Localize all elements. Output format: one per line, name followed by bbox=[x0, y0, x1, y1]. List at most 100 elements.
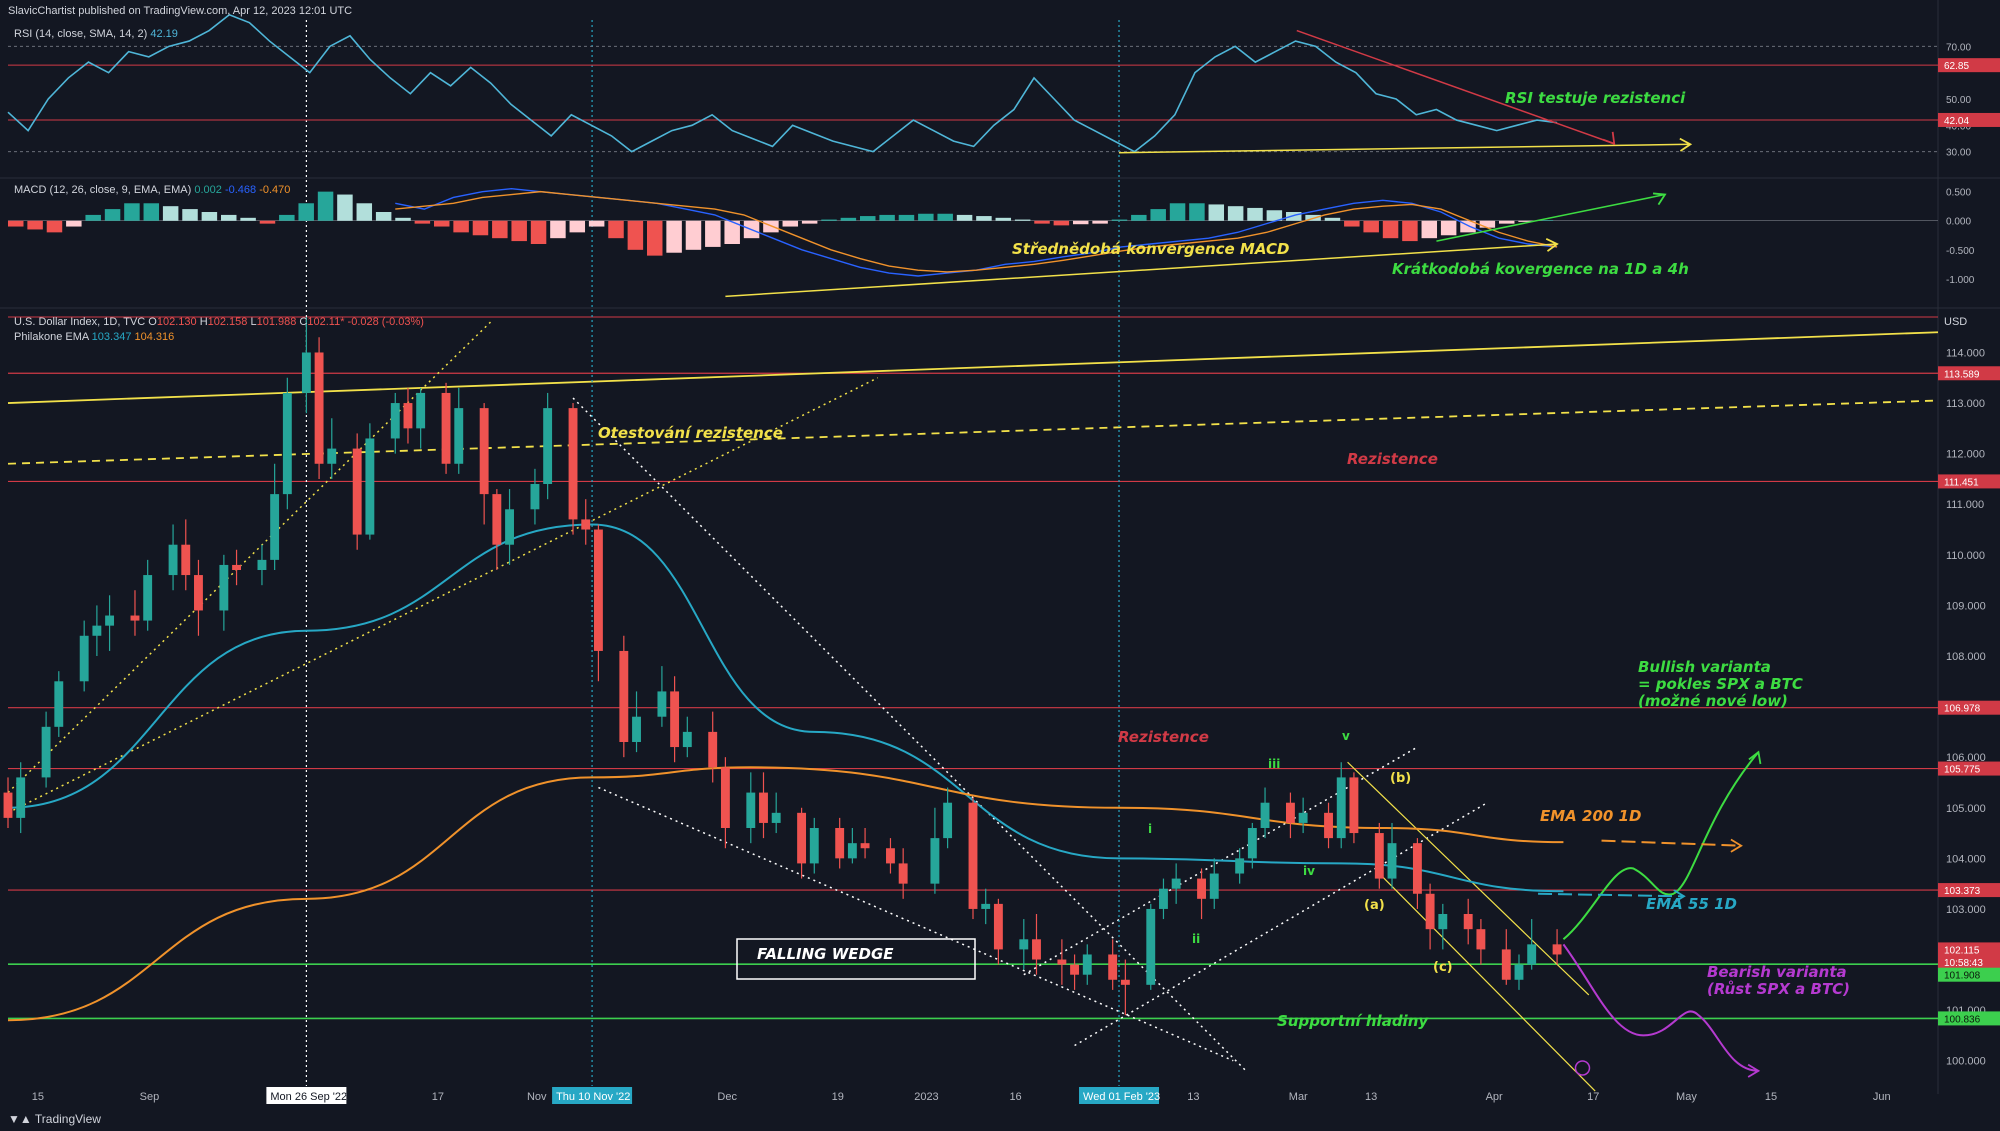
candle-body[interactable] bbox=[1387, 843, 1397, 879]
candle-body[interactable] bbox=[92, 625, 102, 636]
annotation-rsi-resistance[interactable]: RSI testuje rezistenci bbox=[1505, 89, 1686, 107]
candle-body[interactable] bbox=[352, 448, 362, 535]
annotation-ema200[interactable]: EMA 200 1D bbox=[1540, 807, 1641, 825]
candle-body[interactable] bbox=[1159, 888, 1168, 909]
price-legend[interactable]: U.S. Dollar Index, 1D, TVC O102.130 H102… bbox=[14, 316, 424, 328]
candle-body[interactable] bbox=[1336, 777, 1346, 839]
bearish-scenario-arrow[interactable] bbox=[1562, 943, 1759, 1072]
candle-body[interactable] bbox=[219, 564, 229, 611]
price-badge-label[interactable]: 111.451 bbox=[1944, 477, 1979, 488]
candle-body[interactable] bbox=[1349, 777, 1359, 834]
candle-body[interactable] bbox=[16, 777, 26, 818]
candle-body[interactable] bbox=[860, 843, 870, 849]
candle-body[interactable] bbox=[1412, 843, 1422, 894]
candle-body[interactable] bbox=[1235, 858, 1245, 874]
price-badge-label[interactable]: 102.115 bbox=[1944, 945, 1980, 956]
candle-body[interactable] bbox=[898, 863, 908, 884]
candle-body[interactable] bbox=[105, 615, 115, 626]
candle-body[interactable] bbox=[1057, 959, 1067, 965]
ema200-arrow[interactable] bbox=[1601, 839, 1742, 847]
price-badge-label[interactable]: 100.836 bbox=[1944, 1014, 1981, 1025]
candle-body[interactable] bbox=[143, 575, 153, 621]
candle-body[interactable] bbox=[168, 544, 178, 576]
price-badge-label[interactable]: 101.908 bbox=[1944, 971, 1981, 982]
candle-body[interactable] bbox=[454, 408, 464, 464]
candle-body[interactable] bbox=[1260, 802, 1270, 828]
candle-body[interactable] bbox=[441, 392, 451, 464]
ema55-line[interactable] bbox=[7, 523, 1564, 893]
candle-body[interactable] bbox=[54, 681, 64, 727]
candle-body[interactable] bbox=[1298, 812, 1308, 823]
candle-body[interactable] bbox=[1108, 954, 1118, 980]
candle-body[interactable] bbox=[632, 716, 641, 742]
candle-body[interactable] bbox=[1476, 929, 1486, 950]
candle-body[interactable] bbox=[1171, 878, 1181, 889]
candle-body[interactable] bbox=[1514, 964, 1524, 980]
candle-body[interactable] bbox=[593, 529, 603, 651]
cursor-date-label[interactable]: Thu 10 Nov '22 bbox=[556, 1091, 630, 1103]
candle-body[interactable] bbox=[79, 635, 89, 682]
candle-body[interactable] bbox=[657, 691, 667, 717]
macd-legend[interactable]: MACD (12, 26, close, 9, EMA, EMA) 0.002 … bbox=[14, 184, 290, 196]
candle-body[interactable] bbox=[1324, 812, 1333, 839]
candle-body[interactable] bbox=[41, 726, 51, 778]
candle-body[interactable] bbox=[746, 792, 756, 828]
candle-body[interactable] bbox=[327, 448, 337, 464]
time-axis[interactable]: 15SepOct17NovDec1920231613Mar13Apr17May1… bbox=[32, 1060, 1891, 1104]
candle-body[interactable] bbox=[314, 352, 324, 464]
candle-body[interactable] bbox=[670, 691, 680, 748]
candle-body[interactable] bbox=[682, 731, 692, 748]
desc-channel-upper[interactable] bbox=[1347, 761, 1590, 996]
rsi-line[interactable] bbox=[7, 13, 1558, 153]
candle-body[interactable] bbox=[759, 792, 768, 823]
bullish-scenario-arrow[interactable] bbox=[1562, 751, 1760, 941]
candle-body[interactable] bbox=[530, 484, 540, 510]
candle-body[interactable] bbox=[1082, 954, 1092, 975]
candle-body[interactable] bbox=[1374, 833, 1384, 879]
candle-body[interactable] bbox=[257, 559, 267, 570]
candle-body[interactable] bbox=[581, 519, 591, 530]
rsi-badge-label[interactable]: 62.85 bbox=[1944, 61, 1969, 72]
candle-body[interactable] bbox=[1120, 979, 1130, 985]
candle-body[interactable] bbox=[1019, 939, 1029, 950]
footer-brand[interactable]: ▼▲ TradingView bbox=[8, 1112, 101, 1126]
candle-body[interactable] bbox=[505, 509, 514, 545]
falling-wedge-box[interactable] bbox=[736, 938, 976, 980]
rsi-support-trend[interactable] bbox=[1119, 143, 1691, 154]
candle-body[interactable] bbox=[1285, 802, 1295, 823]
ema-legend[interactable]: Philakone EMA 103.347 104.316 bbox=[14, 331, 174, 343]
rsi-legend[interactable]: RSI (14, close, SMA, 14, 2) 42.19 bbox=[14, 28, 178, 40]
annotation-macd-short[interactable]: Krátkodobá kovergence na 1D a 4h bbox=[1392, 260, 1689, 278]
annotation-rezistence-top[interactable]: Rezistence bbox=[1347, 450, 1438, 468]
macd-mid-trend[interactable] bbox=[725, 243, 1558, 298]
candle-body[interactable] bbox=[708, 731, 718, 768]
price-badge-label[interactable]: 106.978 bbox=[1944, 704, 1981, 715]
candle-body[interactable] bbox=[270, 494, 280, 560]
macd-short-trend[interactable] bbox=[1436, 193, 1666, 242]
candle-body[interactable] bbox=[886, 848, 895, 864]
annotation-falling-wedge[interactable]: FALLING WEDGE bbox=[757, 945, 894, 963]
annotation-macd-mid[interactable]: Střednědobá konvergence MACD bbox=[1012, 240, 1289, 258]
candle-body[interactable] bbox=[943, 802, 953, 839]
candle-body[interactable] bbox=[930, 838, 940, 884]
rsi-resistance-trend[interactable] bbox=[1296, 29, 1615, 145]
rsi-badge-label[interactable]: 42.04 bbox=[1944, 116, 1969, 127]
candle-body[interactable] bbox=[232, 564, 241, 570]
candle-body[interactable] bbox=[282, 392, 292, 495]
candle-body[interactable] bbox=[771, 812, 781, 823]
candle-body[interactable] bbox=[568, 408, 578, 520]
price-badge-label[interactable]: 103.373 bbox=[1944, 886, 1981, 897]
annotation-ema55[interactable]: EMA 55 1D bbox=[1646, 895, 1737, 913]
annotation-bearish-2[interactable]: (Růst SPX a BTC) bbox=[1707, 980, 1850, 998]
candle-body[interactable] bbox=[1070, 964, 1080, 975]
annotation-rezistence-mid[interactable]: Rezistence bbox=[1118, 728, 1209, 746]
candle-body[interactable] bbox=[993, 903, 1003, 950]
candle-body[interactable] bbox=[1501, 949, 1511, 980]
wedge-lower-line[interactable] bbox=[598, 786, 1234, 1062]
dotted-uptrend-1[interactable] bbox=[7, 321, 492, 794]
candle-body[interactable] bbox=[365, 438, 375, 535]
candle-body[interactable] bbox=[797, 812, 807, 864]
annotation-bullish-3[interactable]: (možné nové low) bbox=[1638, 692, 1788, 710]
macd-signal-line[interactable] bbox=[395, 190, 1558, 273]
candle-body[interactable] bbox=[3, 792, 13, 818]
